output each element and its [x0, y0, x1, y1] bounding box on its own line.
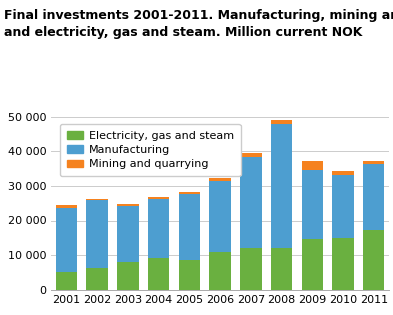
Bar — [363, 230, 384, 290]
Bar — [301, 161, 323, 169]
Bar — [209, 178, 231, 181]
Bar — [56, 208, 77, 272]
Bar — [271, 120, 292, 124]
Bar — [240, 158, 262, 248]
Bar — [86, 199, 108, 200]
Bar — [271, 248, 292, 290]
Bar — [178, 194, 200, 260]
Bar — [117, 262, 139, 290]
Bar — [332, 171, 354, 175]
Bar — [363, 161, 384, 164]
Bar — [117, 204, 139, 206]
Bar — [301, 238, 323, 290]
Bar — [178, 260, 200, 290]
Legend: Electricity, gas and steam, Manufacturing, Mining and quarrying: Electricity, gas and steam, Manufacturin… — [60, 124, 241, 176]
Bar — [271, 124, 292, 248]
Bar — [117, 206, 139, 262]
Bar — [209, 180, 231, 252]
Bar — [56, 272, 77, 290]
Bar — [148, 199, 169, 258]
Bar — [332, 175, 354, 238]
Text: Final investments 2001-2011. Manufacturing, mining and quarrying
and electricity: Final investments 2001-2011. Manufacturi… — [4, 9, 393, 39]
Bar — [209, 252, 231, 290]
Bar — [240, 248, 262, 290]
Bar — [363, 164, 384, 230]
Bar — [332, 238, 354, 290]
Bar — [56, 205, 77, 208]
Bar — [86, 268, 108, 290]
Bar — [301, 169, 323, 238]
Bar — [178, 192, 200, 194]
Bar — [240, 153, 262, 158]
Bar — [86, 200, 108, 268]
Bar — [148, 197, 169, 199]
Bar — [148, 258, 169, 290]
